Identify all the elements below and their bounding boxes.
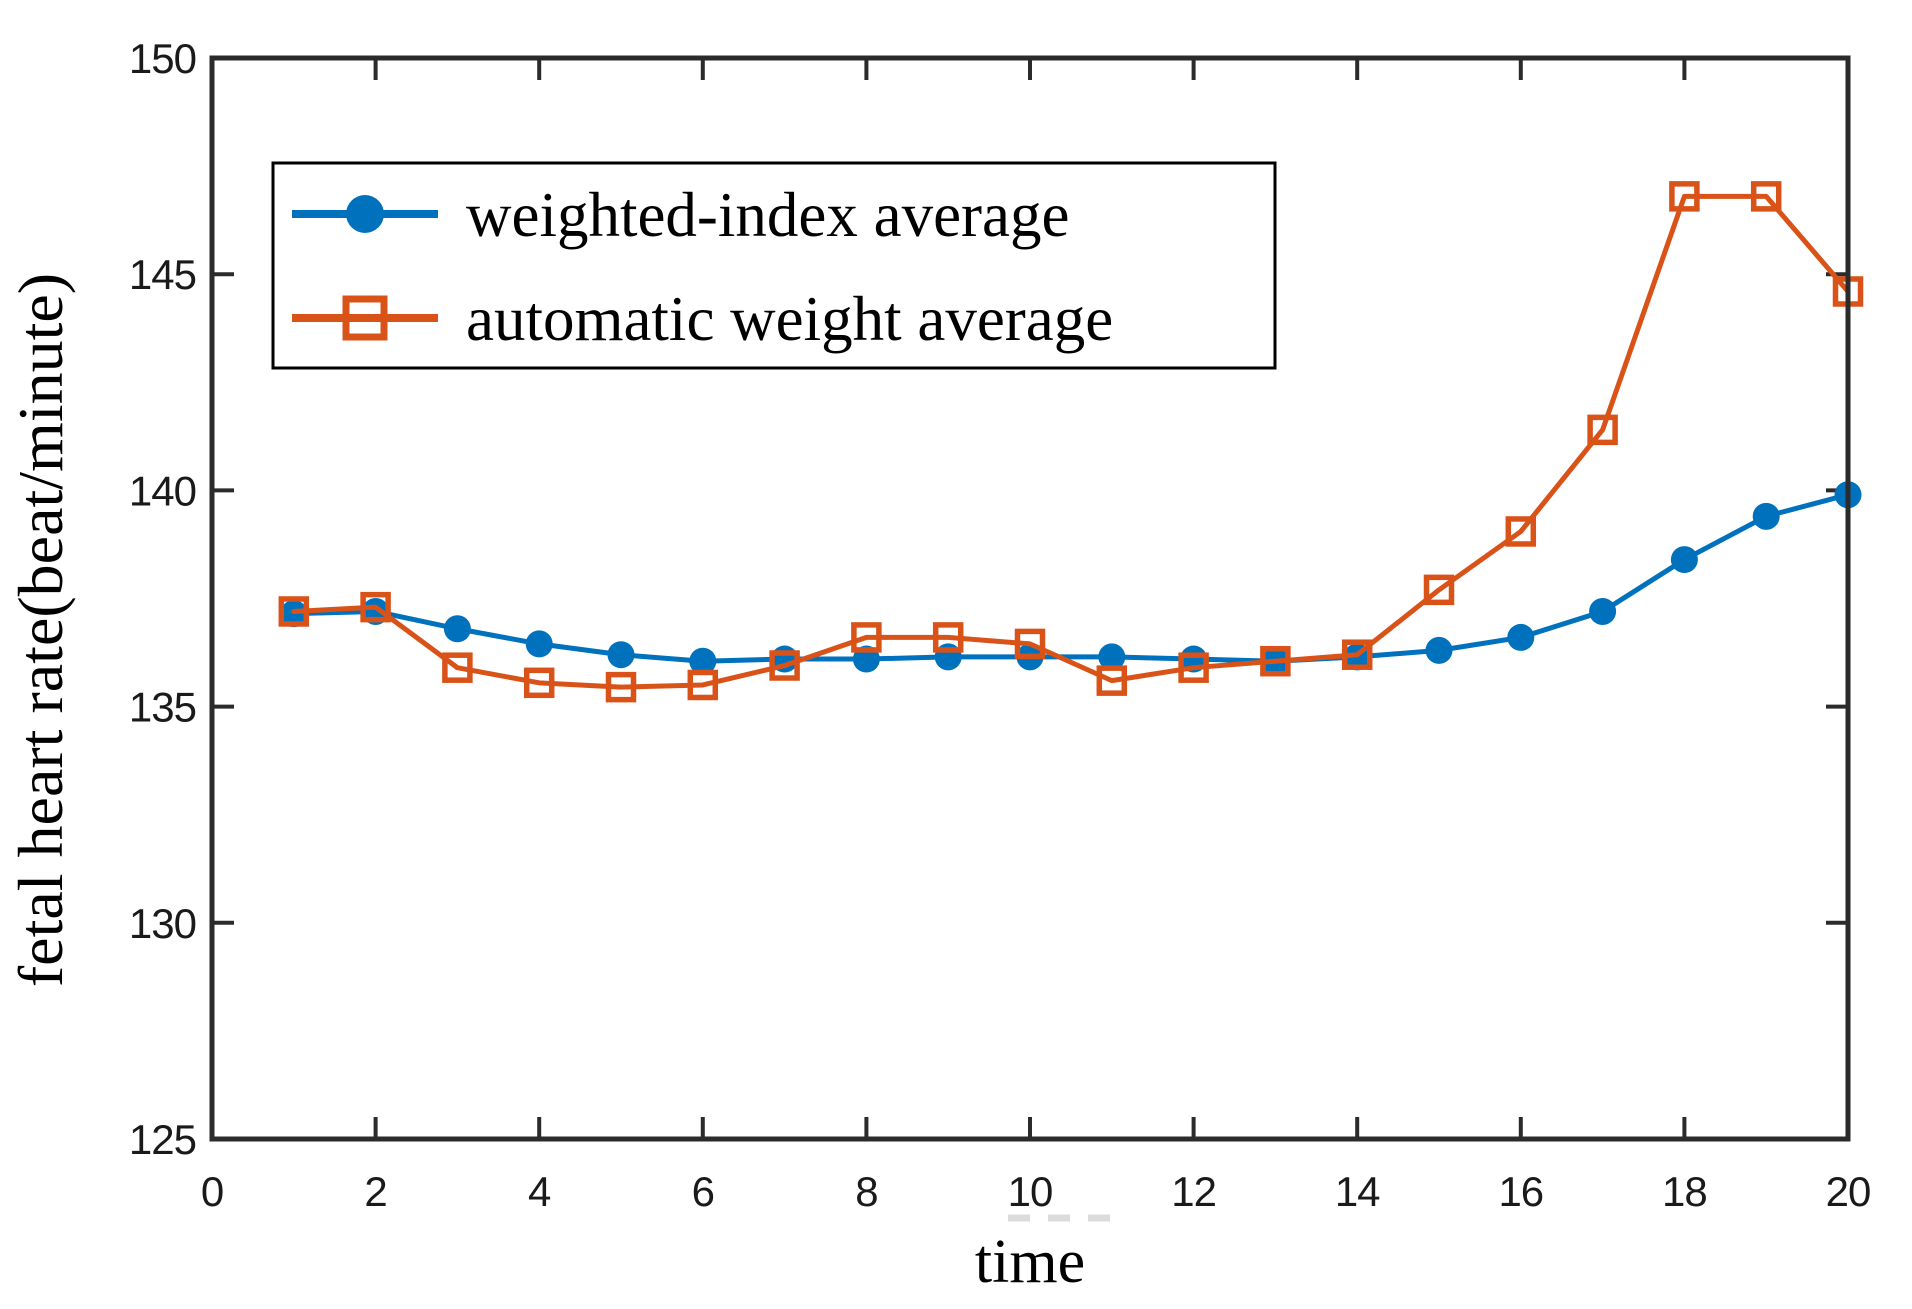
legend-entry-weighted-index-average: weighted-index average [292,180,1069,250]
data-point-square [769,650,800,681]
data-point-square [851,622,882,653]
data-point-square [605,671,637,703]
data-point-square [1423,574,1455,606]
x-tick-label: 18 [1662,1168,1707,1215]
data-point-square [1669,181,1700,212]
x-tick-label: 2 [364,1168,386,1215]
x-tick-label: 10 [1008,1168,1053,1215]
x-tick-label: 4 [528,1168,551,1215]
data-point-square [1014,628,1046,660]
data-point-square [442,652,473,683]
legend: weighted-index average automatic weight … [271,161,1277,370]
y-tick-label: 140 [129,467,196,514]
legend-entry-automatic-weight-average: automatic weight average [292,284,1113,354]
data-point-square [1505,516,1537,547]
data-point-square [360,591,391,623]
data-point-square [687,669,719,701]
data-point-square [932,622,964,653]
x-axis-label: time [975,1228,1085,1296]
legend-label: weighted-index average [466,180,1069,250]
legend-box [271,161,1277,370]
data-point-square [1587,414,1618,446]
data-point-circle [1589,597,1617,625]
y-tick-label: 125 [129,1116,196,1163]
data-point-circle [607,641,635,669]
series-line [291,492,1851,664]
data-point-circle [689,647,717,675]
data-point-square [1260,645,1291,677]
y-tick-label: 130 [129,900,196,947]
data-point-circle [1425,636,1453,664]
legend-label: automatic weight average [466,284,1113,354]
data-point-circle [443,615,471,643]
axis-tick-labels: 0 2 4 6 8 10 12 14 16 18 20 125 130 135 140 145 150 [129,35,1871,1215]
series-automatic-weight-average [278,181,1864,703]
y-tick-label: 135 [129,684,196,731]
data-point-circle [525,630,553,658]
data-point-circle [1098,643,1126,671]
data-point-square [278,596,310,627]
data-point-circle [1507,623,1535,651]
x-tick-label: 20 [1826,1168,1871,1215]
x-tick-label: 16 [1498,1168,1543,1215]
x-tick-label: 12 [1171,1168,1216,1215]
data-point-circle [1670,546,1698,574]
data-point-square [1750,181,1782,212]
y-axis-label: fetal heart rate(beat/minute) [5,273,76,987]
data-point-square [1178,652,1209,683]
x-tick-label: 0 [201,1168,223,1215]
legend-open-square-marker [342,295,388,341]
plot-frame [209,55,1851,1142]
y-tick-label: 150 [129,35,196,82]
x-tick-label: 6 [692,1168,714,1215]
data-series [278,181,1864,703]
data-point-square [1096,665,1128,696]
data-point-square [523,667,555,699]
legend-filled-circle-marker [346,195,384,233]
x-tick-label: 8 [855,1168,877,1215]
x-tick-label: 14 [1335,1168,1380,1215]
data-point-square [1341,639,1373,670]
y-tick-label: 145 [129,251,196,298]
data-point-circle [1752,502,1780,530]
